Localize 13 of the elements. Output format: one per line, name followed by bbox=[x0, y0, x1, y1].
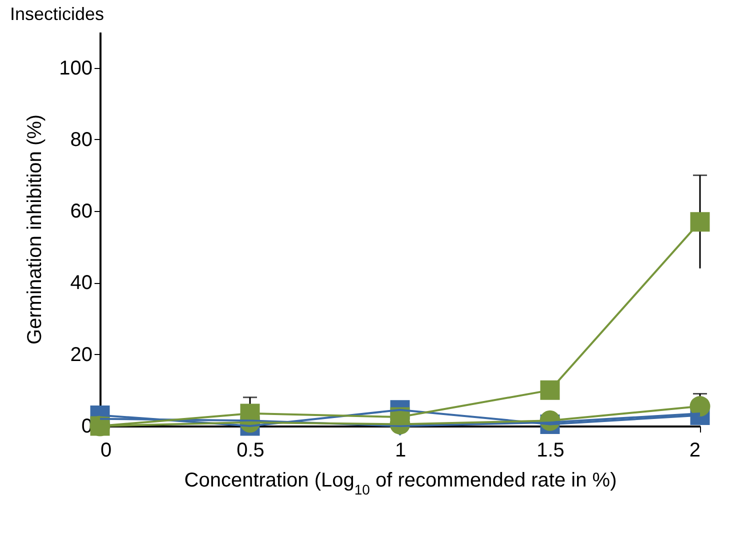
y-tick-label: 100 bbox=[59, 57, 92, 80]
x-tick-label: 0 bbox=[100, 440, 112, 462]
y-axis-title: Germination inhibition (%) bbox=[24, 114, 46, 345]
chart-title: Insecticides bbox=[10, 4, 104, 24]
y-tick-label: 20 bbox=[70, 344, 92, 366]
y-tick-label: 60 bbox=[70, 200, 92, 223]
y-tick-label: 40 bbox=[70, 272, 92, 294]
x-tick-label: 0.5 bbox=[236, 440, 264, 462]
x-tick-label: 1.5 bbox=[536, 440, 564, 462]
x-tick-label: 2 bbox=[689, 440, 700, 462]
y-tick-label: 80 bbox=[70, 128, 92, 151]
x-axis-title: Concentration (Log$_{10}$ of recommended rate in %) bbox=[184, 470, 617, 498]
x-tick-label: 1 bbox=[394, 440, 406, 462]
